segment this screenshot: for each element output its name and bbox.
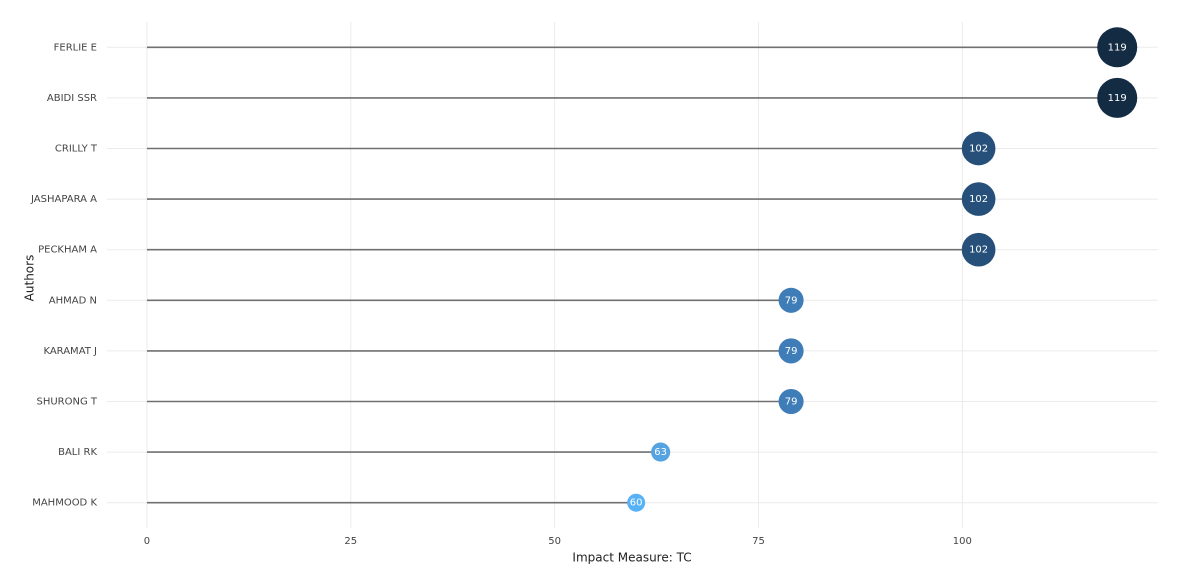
dot [1097,27,1138,68]
y-tick-label: SHURONG T [36,397,97,408]
y-tick-label: PECKHAM A [38,245,97,256]
value-label: 63 [654,447,667,458]
dot [778,287,804,313]
x-axis-title: Impact Measure: TC [572,551,691,565]
value-label: 119 [1108,93,1127,104]
dot [961,131,996,166]
value-label: 79 [785,295,798,306]
y-tick-label: BALI RK [58,447,97,458]
x-tick-label: 100 [953,536,972,547]
y-axis-title: Authors [23,255,37,302]
x-tick-label: 0 [144,536,150,547]
y-tick-label: JASHAPARA A [30,194,97,205]
dot [778,338,804,364]
dot [627,493,646,512]
value-label: 60 [630,498,643,509]
value-label: 102 [969,144,988,155]
y-tick-label: CRILLY T [55,144,98,155]
value-label: 102 [969,245,988,256]
dot [961,232,996,267]
dot [651,442,671,462]
value-label: 79 [785,397,798,408]
x-tick-label: 75 [752,536,765,547]
value-label: 119 [1108,42,1127,53]
value-label: 79 [785,346,798,357]
y-tick-label: AHMAD N [49,295,97,306]
y-tick-label: ABIDI SSR [47,93,97,104]
dot [961,182,996,216]
y-tick-label: FERLIE E [54,42,97,53]
x-tick-label: 50 [548,536,561,547]
y-tick-label: MAHMOOD K [32,498,97,509]
dot [1097,77,1138,118]
x-tick-label: 25 [344,536,357,547]
dot [778,388,804,415]
y-tick-label: KARAMAT J [43,346,97,357]
value-label: 102 [969,194,988,205]
